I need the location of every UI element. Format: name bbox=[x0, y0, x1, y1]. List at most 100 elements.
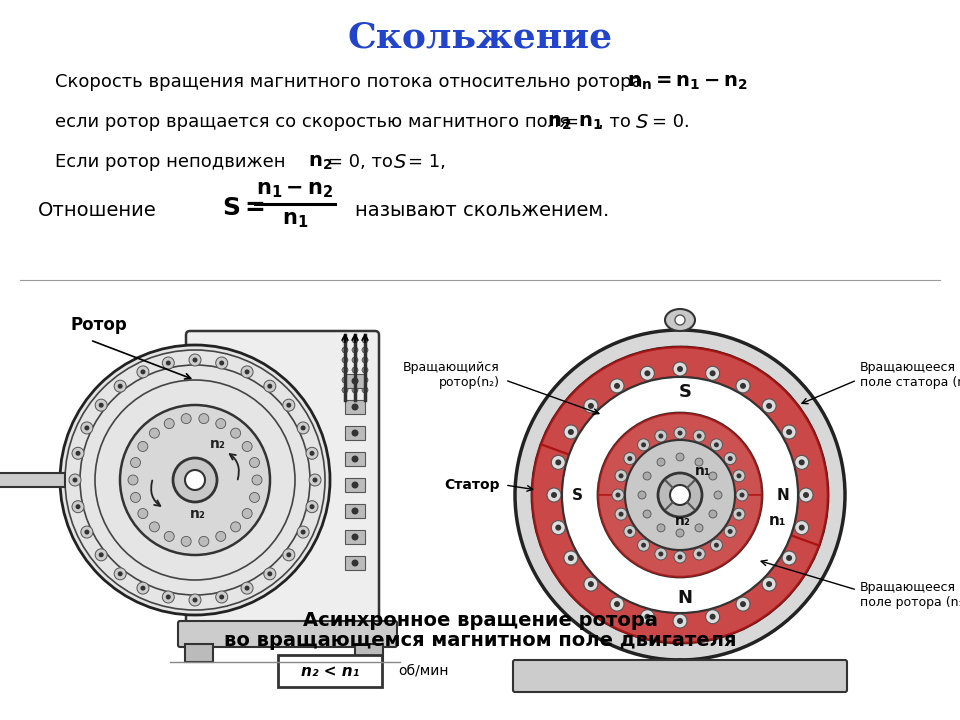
Circle shape bbox=[695, 524, 703, 532]
Bar bbox=[355, 644, 383, 662]
Circle shape bbox=[644, 370, 650, 377]
Circle shape bbox=[515, 330, 845, 660]
Circle shape bbox=[782, 551, 796, 565]
Circle shape bbox=[714, 543, 719, 548]
Circle shape bbox=[264, 380, 276, 392]
Circle shape bbox=[614, 383, 620, 389]
Circle shape bbox=[138, 441, 148, 451]
Circle shape bbox=[673, 362, 687, 376]
Circle shape bbox=[762, 577, 776, 591]
Circle shape bbox=[306, 447, 318, 459]
Circle shape bbox=[193, 358, 198, 362]
Text: n₂: n₂ bbox=[210, 437, 226, 451]
Circle shape bbox=[736, 489, 748, 501]
Circle shape bbox=[762, 399, 776, 413]
Circle shape bbox=[724, 526, 736, 537]
Bar bbox=[345, 478, 365, 492]
FancyBboxPatch shape bbox=[278, 655, 382, 687]
Circle shape bbox=[351, 508, 358, 515]
Text: = 1,: = 1, bbox=[408, 153, 445, 171]
Circle shape bbox=[300, 426, 305, 431]
Circle shape bbox=[766, 581, 772, 587]
Circle shape bbox=[659, 552, 663, 557]
Circle shape bbox=[736, 473, 741, 478]
Circle shape bbox=[297, 526, 309, 538]
Circle shape bbox=[615, 492, 620, 498]
FancyBboxPatch shape bbox=[513, 660, 847, 692]
Text: = 0.: = 0. bbox=[652, 113, 689, 131]
Circle shape bbox=[162, 591, 175, 603]
Circle shape bbox=[252, 475, 262, 485]
Circle shape bbox=[736, 512, 741, 517]
Wedge shape bbox=[598, 413, 762, 495]
Circle shape bbox=[73, 477, 78, 482]
Circle shape bbox=[342, 387, 348, 393]
Circle shape bbox=[673, 614, 687, 628]
Circle shape bbox=[624, 453, 636, 464]
Text: $\mathbf{n_2}$: $\mathbf{n_2}$ bbox=[547, 112, 571, 132]
Circle shape bbox=[739, 492, 745, 498]
Circle shape bbox=[342, 377, 348, 383]
Circle shape bbox=[351, 482, 358, 488]
Circle shape bbox=[627, 456, 633, 461]
Circle shape bbox=[351, 456, 358, 462]
Circle shape bbox=[657, 524, 665, 532]
Circle shape bbox=[677, 366, 683, 372]
Circle shape bbox=[551, 521, 565, 535]
Circle shape bbox=[181, 536, 191, 546]
Circle shape bbox=[637, 539, 650, 551]
Text: Скорость вращения магнитного потока относительно ротора: Скорость вращения магнитного потока отно… bbox=[55, 73, 643, 91]
Circle shape bbox=[114, 568, 126, 580]
Circle shape bbox=[697, 433, 702, 438]
Circle shape bbox=[199, 536, 209, 546]
Circle shape bbox=[342, 367, 348, 373]
Circle shape bbox=[786, 429, 792, 435]
Circle shape bbox=[189, 594, 201, 606]
Circle shape bbox=[150, 522, 159, 532]
Circle shape bbox=[678, 554, 683, 559]
Circle shape bbox=[352, 347, 358, 353]
Circle shape bbox=[612, 489, 624, 501]
Text: $\mathit{S}$: $\mathit{S}$ bbox=[393, 153, 407, 171]
Circle shape bbox=[250, 492, 259, 503]
Circle shape bbox=[640, 366, 655, 380]
Circle shape bbox=[618, 512, 624, 517]
Circle shape bbox=[740, 383, 746, 389]
Text: n₂ < n₁: n₂ < n₁ bbox=[300, 664, 359, 678]
Circle shape bbox=[283, 549, 295, 561]
Circle shape bbox=[351, 534, 358, 541]
Circle shape bbox=[342, 347, 348, 353]
Circle shape bbox=[219, 595, 225, 600]
Circle shape bbox=[766, 403, 772, 409]
Circle shape bbox=[675, 315, 685, 325]
Circle shape bbox=[352, 337, 358, 343]
Circle shape bbox=[706, 610, 720, 624]
Circle shape bbox=[618, 473, 624, 478]
Bar bbox=[345, 452, 365, 466]
Circle shape bbox=[676, 529, 684, 537]
Circle shape bbox=[710, 539, 723, 551]
Text: N: N bbox=[777, 487, 789, 503]
Circle shape bbox=[137, 366, 149, 378]
Text: Вращающийся
ротор(n₂): Вращающийся ротор(n₂) bbox=[403, 361, 500, 389]
Circle shape bbox=[351, 377, 358, 384]
Circle shape bbox=[351, 430, 358, 436]
Circle shape bbox=[72, 447, 84, 459]
Circle shape bbox=[697, 552, 702, 557]
Text: n₁: n₁ bbox=[695, 464, 711, 478]
Text: $\mathbf{S =}$: $\mathbf{S =}$ bbox=[222, 196, 265, 220]
Circle shape bbox=[674, 427, 686, 439]
Circle shape bbox=[230, 522, 241, 532]
Circle shape bbox=[216, 591, 228, 603]
Circle shape bbox=[352, 377, 358, 383]
Circle shape bbox=[219, 361, 225, 366]
Circle shape bbox=[181, 413, 191, 423]
Circle shape bbox=[736, 597, 750, 611]
Text: Скольжение: Скольжение bbox=[348, 20, 612, 54]
Text: $\mathbf{n_1}$: $\mathbf{n_1}$ bbox=[578, 112, 603, 132]
Circle shape bbox=[166, 361, 171, 366]
Circle shape bbox=[659, 433, 663, 438]
Circle shape bbox=[568, 555, 574, 561]
Bar bbox=[345, 400, 365, 414]
Circle shape bbox=[598, 413, 762, 577]
